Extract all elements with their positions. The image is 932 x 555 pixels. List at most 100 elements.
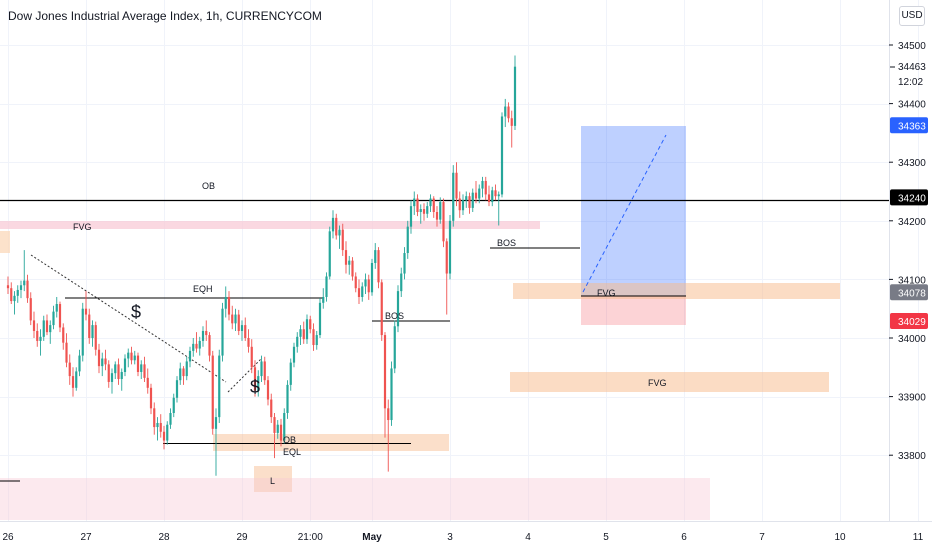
candle-body bbox=[471, 192, 474, 208]
candle-body bbox=[159, 422, 162, 432]
candle-body bbox=[42, 320, 45, 337]
candle bbox=[465, 191, 468, 208]
candle bbox=[188, 346, 192, 368]
candle bbox=[263, 356, 266, 385]
candle-body bbox=[153, 408, 156, 428]
candle-body bbox=[36, 330, 39, 341]
currency-button[interactable]: USD bbox=[899, 6, 925, 26]
candle bbox=[133, 350, 136, 365]
candle bbox=[322, 288, 325, 309]
candle bbox=[383, 332, 387, 438]
candle bbox=[351, 257, 354, 281]
candle bbox=[208, 332, 211, 362]
candle-body bbox=[266, 380, 270, 400]
candle bbox=[104, 349, 107, 371]
candle bbox=[468, 192, 471, 214]
candle-body bbox=[240, 325, 244, 331]
candle bbox=[91, 320, 94, 347]
candle-body bbox=[68, 362, 71, 377]
candle bbox=[387, 399, 390, 472]
candle-body bbox=[445, 241, 448, 274]
candle-body bbox=[172, 397, 175, 414]
candle-body bbox=[104, 358, 107, 365]
candle-body bbox=[315, 335, 318, 346]
fvg-label-right-mid: FVG bbox=[648, 378, 667, 388]
zone-left-edge bbox=[0, 231, 10, 253]
candle bbox=[62, 323, 65, 350]
candle-body bbox=[406, 226, 409, 254]
candle-body bbox=[344, 250, 348, 265]
time-tick-label: 27 bbox=[80, 532, 92, 543]
candle-body bbox=[29, 298, 32, 321]
candle-body bbox=[276, 424, 279, 433]
candle bbox=[71, 367, 75, 397]
candle bbox=[370, 258, 374, 296]
candle bbox=[114, 361, 117, 380]
candle-body bbox=[328, 231, 331, 277]
candle bbox=[101, 352, 104, 377]
candle-body bbox=[351, 260, 354, 277]
candle bbox=[140, 360, 143, 380]
candle bbox=[130, 346, 133, 365]
candle bbox=[78, 349, 81, 377]
time-tick-label: 29 bbox=[236, 532, 248, 543]
candle-body bbox=[357, 288, 361, 297]
candle bbox=[45, 314, 49, 336]
price-badge: 34029 bbox=[890, 313, 928, 330]
candle-body bbox=[97, 349, 101, 367]
candle bbox=[364, 273, 367, 295]
bos-label-1: BOS bbox=[385, 311, 404, 321]
candle bbox=[214, 408, 218, 476]
position-dashed bbox=[582, 134, 667, 293]
candle bbox=[286, 380, 289, 419]
candle bbox=[500, 112, 504, 198]
candle bbox=[127, 348, 130, 368]
candle bbox=[52, 305, 55, 330]
candle-body bbox=[364, 279, 367, 287]
candle-body bbox=[146, 377, 149, 388]
candle-body bbox=[455, 172, 458, 199]
candle-body bbox=[273, 417, 276, 433]
candle-body bbox=[491, 190, 494, 203]
candle-body bbox=[94, 325, 97, 350]
candle bbox=[42, 315, 45, 341]
candle-body bbox=[383, 335, 387, 409]
candle bbox=[439, 197, 442, 224]
candle-body bbox=[81, 308, 84, 356]
candle bbox=[218, 349, 221, 423]
candle-body bbox=[214, 417, 218, 429]
candle bbox=[458, 191, 461, 218]
time-tick-label: 28 bbox=[158, 532, 170, 543]
candle bbox=[312, 323, 315, 351]
candle-body bbox=[435, 212, 439, 220]
candle bbox=[341, 223, 344, 256]
candle bbox=[409, 200, 413, 234]
candle bbox=[166, 421, 169, 445]
candle bbox=[257, 370, 260, 397]
time-axis[interactable]: 26 27 28 29 21:00 May 3 4 5 6 7 10 11 bbox=[0, 521, 932, 544]
candle-body bbox=[6, 285, 10, 289]
candle bbox=[75, 367, 78, 391]
candle-body bbox=[318, 302, 322, 336]
price-axis[interactable]: 34500 34400 34300 34200 34100 34000 33900 33800… bbox=[889, 0, 928, 521]
candle-body bbox=[500, 116, 504, 195]
candle bbox=[179, 362, 182, 385]
candle-body bbox=[130, 352, 133, 361]
candle-body bbox=[416, 198, 419, 213]
price-tick-label: 34200 bbox=[898, 217, 926, 228]
candle-body bbox=[341, 229, 344, 251]
candle bbox=[182, 366, 185, 385]
price-badge-label: 34029 bbox=[898, 317, 926, 328]
ob-label-low: OB bbox=[283, 435, 296, 445]
candle bbox=[159, 414, 162, 438]
candle bbox=[247, 329, 250, 353]
candle-body bbox=[234, 314, 237, 324]
time-tick-label: 10 bbox=[834, 532, 846, 543]
candle-body bbox=[403, 253, 406, 274]
price-badges: 34363 34240 34078 34029 bbox=[890, 117, 928, 330]
candle-body bbox=[182, 368, 185, 377]
long-position-loss-box bbox=[581, 296, 686, 325]
candle bbox=[36, 323, 39, 347]
